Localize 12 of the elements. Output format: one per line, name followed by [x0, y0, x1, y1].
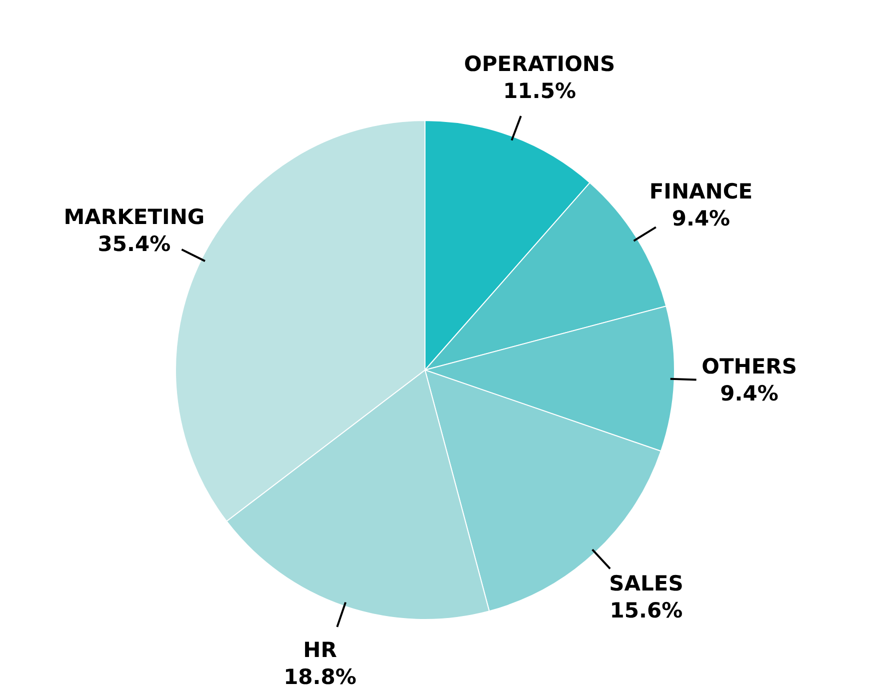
slice-label: HR [303, 638, 337, 662]
data-label: 15.6% [610, 598, 683, 622]
slice-label: SALES [609, 571, 684, 596]
data-label: 9.4% [672, 206, 730, 231]
slice-label: FINANCE [649, 180, 753, 204]
slice-label: MARKETING [64, 205, 205, 230]
slice-label: OPERATIONS [464, 52, 616, 76]
data-label: 9.4% [720, 382, 778, 406]
data-label: 11.5% [503, 79, 576, 104]
data-label: 18.8% [284, 665, 356, 690]
slice-label: OTHERS [702, 354, 797, 379]
data-label: 35.4% [98, 232, 171, 256]
